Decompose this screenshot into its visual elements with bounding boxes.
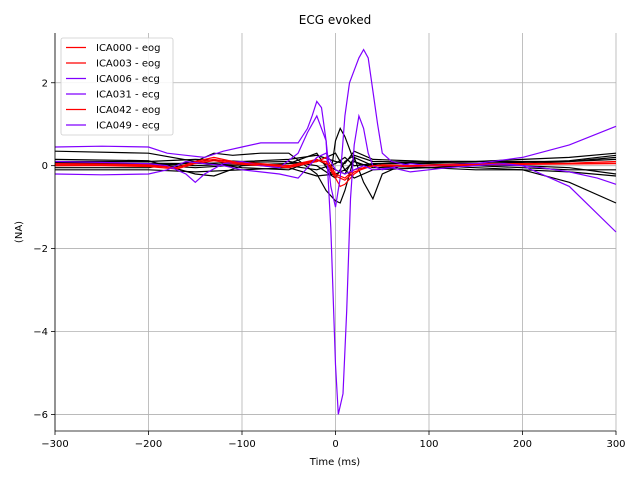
legend-entry-3: ICA031 - ecg [96, 90, 160, 101]
x-tick-label-0: −300 [41, 439, 68, 450]
axes [51, 33, 617, 435]
y-axis-label: (NA) [14, 221, 25, 243]
chart-title: ECG evoked [299, 13, 371, 27]
y-tick-label-2: −2 [33, 244, 48, 255]
series-line-3 [54, 48, 617, 208]
legend-entry-5: ICA049 - ecg [96, 121, 160, 132]
legend-entry-0: ICA000 - eog [96, 43, 160, 54]
x-tick-label-5: 200 [513, 439, 532, 450]
series-line-5 [54, 152, 617, 185]
x-tick-labels: −300 −200 −100 0 100 200 300 [41, 439, 625, 450]
y-tick-label-3: 0 [42, 161, 48, 172]
legend: ICA000 - eog ICA003 - eog ICA006 - ecg ICA0… [60, 37, 174, 136]
y-tick-label-1: −4 [33, 327, 48, 338]
x-tick-label-4: 100 [419, 439, 438, 450]
legend-entry-1: ICA003 - eog [96, 59, 160, 70]
legend-box [60, 37, 174, 136]
series-line-2 [54, 113, 617, 415]
x-axis-label: Time (ms) [309, 457, 361, 468]
y-tick-labels: −6 −4 −2 0 2 [33, 78, 48, 421]
legend-entry-4: ICA042 - eog [96, 105, 160, 116]
x-tick-label-2: −100 [228, 439, 255, 450]
x-tick-label-1: −200 [135, 439, 162, 450]
plot-area [54, 48, 617, 415]
legend-entry-2: ICA006 - ecg [96, 74, 160, 85]
x-tick-label-3: 0 [332, 439, 338, 450]
y-tick-label-4: 2 [42, 78, 48, 89]
other-trace-7 [54, 154, 617, 179]
series-line-4 [55, 158, 617, 181]
x-tick-label-6: 300 [606, 439, 625, 450]
series-lines [54, 48, 617, 415]
y-tick-label-0: −6 [33, 410, 48, 421]
